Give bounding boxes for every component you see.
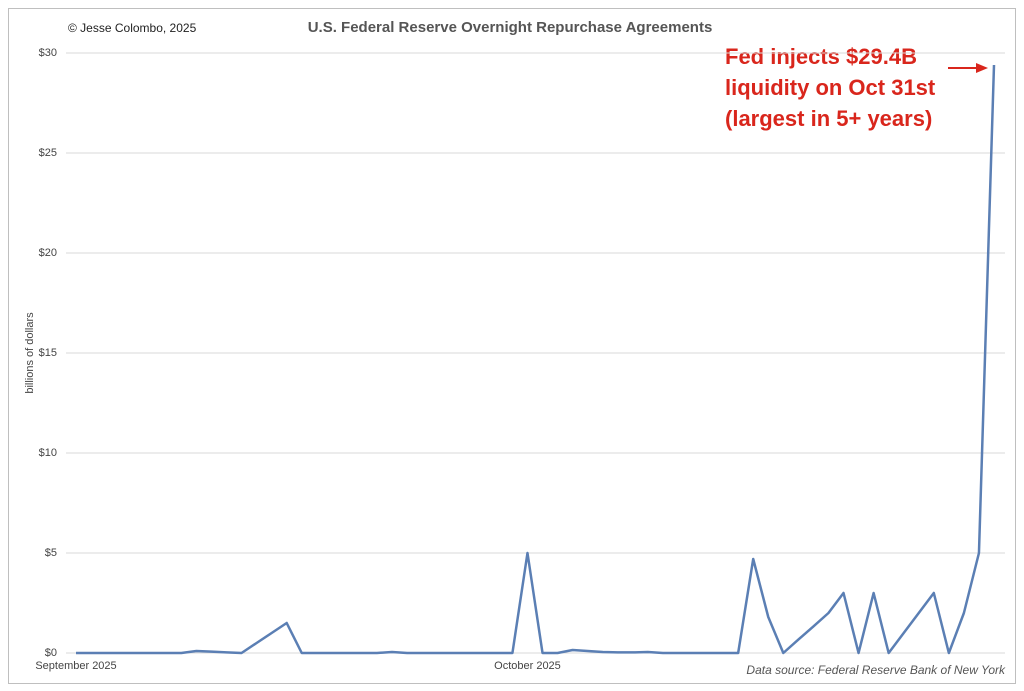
- chart-title: U.S. Federal Reserve Overnight Repurchas…: [308, 19, 713, 36]
- x-tick-label: October 2025: [494, 660, 561, 672]
- series-line: [76, 64, 996, 655]
- y-tick-label: $30: [39, 47, 57, 59]
- chart-border: [8, 8, 1016, 684]
- source: Data source: Federal Reserve Bank of New…: [746, 663, 1006, 677]
- y-axis-label: billions of dollars: [24, 312, 36, 394]
- annotation-text: liquidity on Oct 31st: [725, 75, 936, 100]
- credit: © Jesse Colombo, 2025: [68, 21, 197, 35]
- y-tick-label: $20: [39, 247, 57, 259]
- x-tick-label: September 2025: [35, 660, 116, 672]
- annotation: Fed injects $29.4B liquidity on Oct 31st (…: [725, 44, 988, 131]
- annotation-text: (largest in 5+ years): [725, 106, 932, 131]
- y-tick-label: $10: [39, 447, 57, 459]
- y-tick-label: $5: [45, 547, 57, 559]
- annotation-arrowhead: [976, 63, 988, 73]
- y-tick-label: $15: [39, 347, 57, 359]
- y-tick-label: $25: [39, 147, 57, 159]
- annotation-text: Fed injects $29.4B: [725, 44, 917, 69]
- y-tick-label: $0: [45, 647, 57, 659]
